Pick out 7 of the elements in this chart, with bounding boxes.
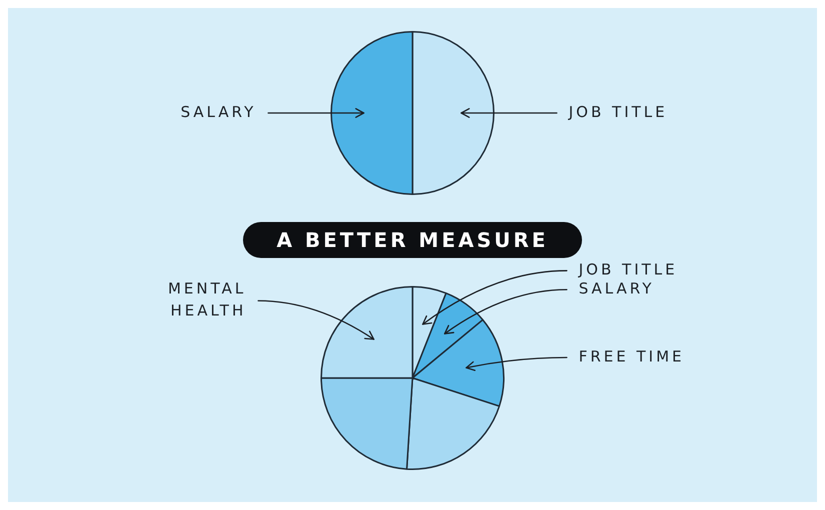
slice-label: JOB TITLE xyxy=(578,260,678,279)
chart-title: A BETTER MEASURE xyxy=(242,222,582,258)
slice-label: SALARY xyxy=(180,102,256,121)
slice-label: FREE TIME xyxy=(578,347,685,366)
slice-label: SALARY xyxy=(578,280,654,298)
slice-label: JOB TITLE xyxy=(568,102,668,121)
slice-label: MENTAL HEALTH xyxy=(168,280,246,320)
